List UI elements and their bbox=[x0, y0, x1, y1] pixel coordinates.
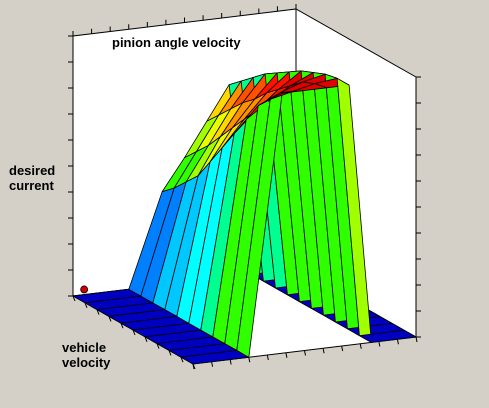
x-axis-tick bbox=[84, 302, 88, 308]
y-axis-tick bbox=[192, 363, 195, 370]
x-axis-tick bbox=[96, 309, 100, 315]
y-axis-tick bbox=[229, 359, 232, 365]
x-axis-tick bbox=[144, 336, 148, 342]
y-axis-tick bbox=[248, 357, 251, 363]
data-marker-point bbox=[80, 285, 89, 294]
y-axis-tick bbox=[415, 336, 418, 343]
y-axis-tick bbox=[396, 339, 399, 345]
y-axis-tick bbox=[378, 341, 381, 347]
y-axis-tick bbox=[341, 345, 344, 352]
y-axis-tick bbox=[304, 350, 306, 356]
y-axis-tick bbox=[322, 348, 325, 354]
x-axis-tick bbox=[72, 295, 76, 302]
surface-patch bbox=[358, 329, 417, 343]
x-axis-tick bbox=[108, 316, 112, 322]
y-axis-tick bbox=[359, 343, 362, 349]
z-axis-label-line1: desired bbox=[9, 163, 56, 178]
y-axis-tick bbox=[266, 354, 269, 361]
x-axis-label-line1: vehicle bbox=[62, 340, 107, 355]
y-axis-tick bbox=[211, 361, 214, 367]
z-axis-label-line2: current bbox=[9, 178, 54, 193]
y-axis-label: pinion angle velocity bbox=[112, 35, 241, 50]
x-axis-tick bbox=[132, 329, 136, 336]
x-axis-tick bbox=[156, 343, 160, 349]
y-axis-tick bbox=[285, 352, 288, 358]
x-axis-label-line2: velocity bbox=[62, 355, 111, 370]
x-axis-tick bbox=[168, 350, 172, 356]
x-axis-tick bbox=[120, 323, 124, 329]
x-axis-tick bbox=[180, 357, 184, 363]
